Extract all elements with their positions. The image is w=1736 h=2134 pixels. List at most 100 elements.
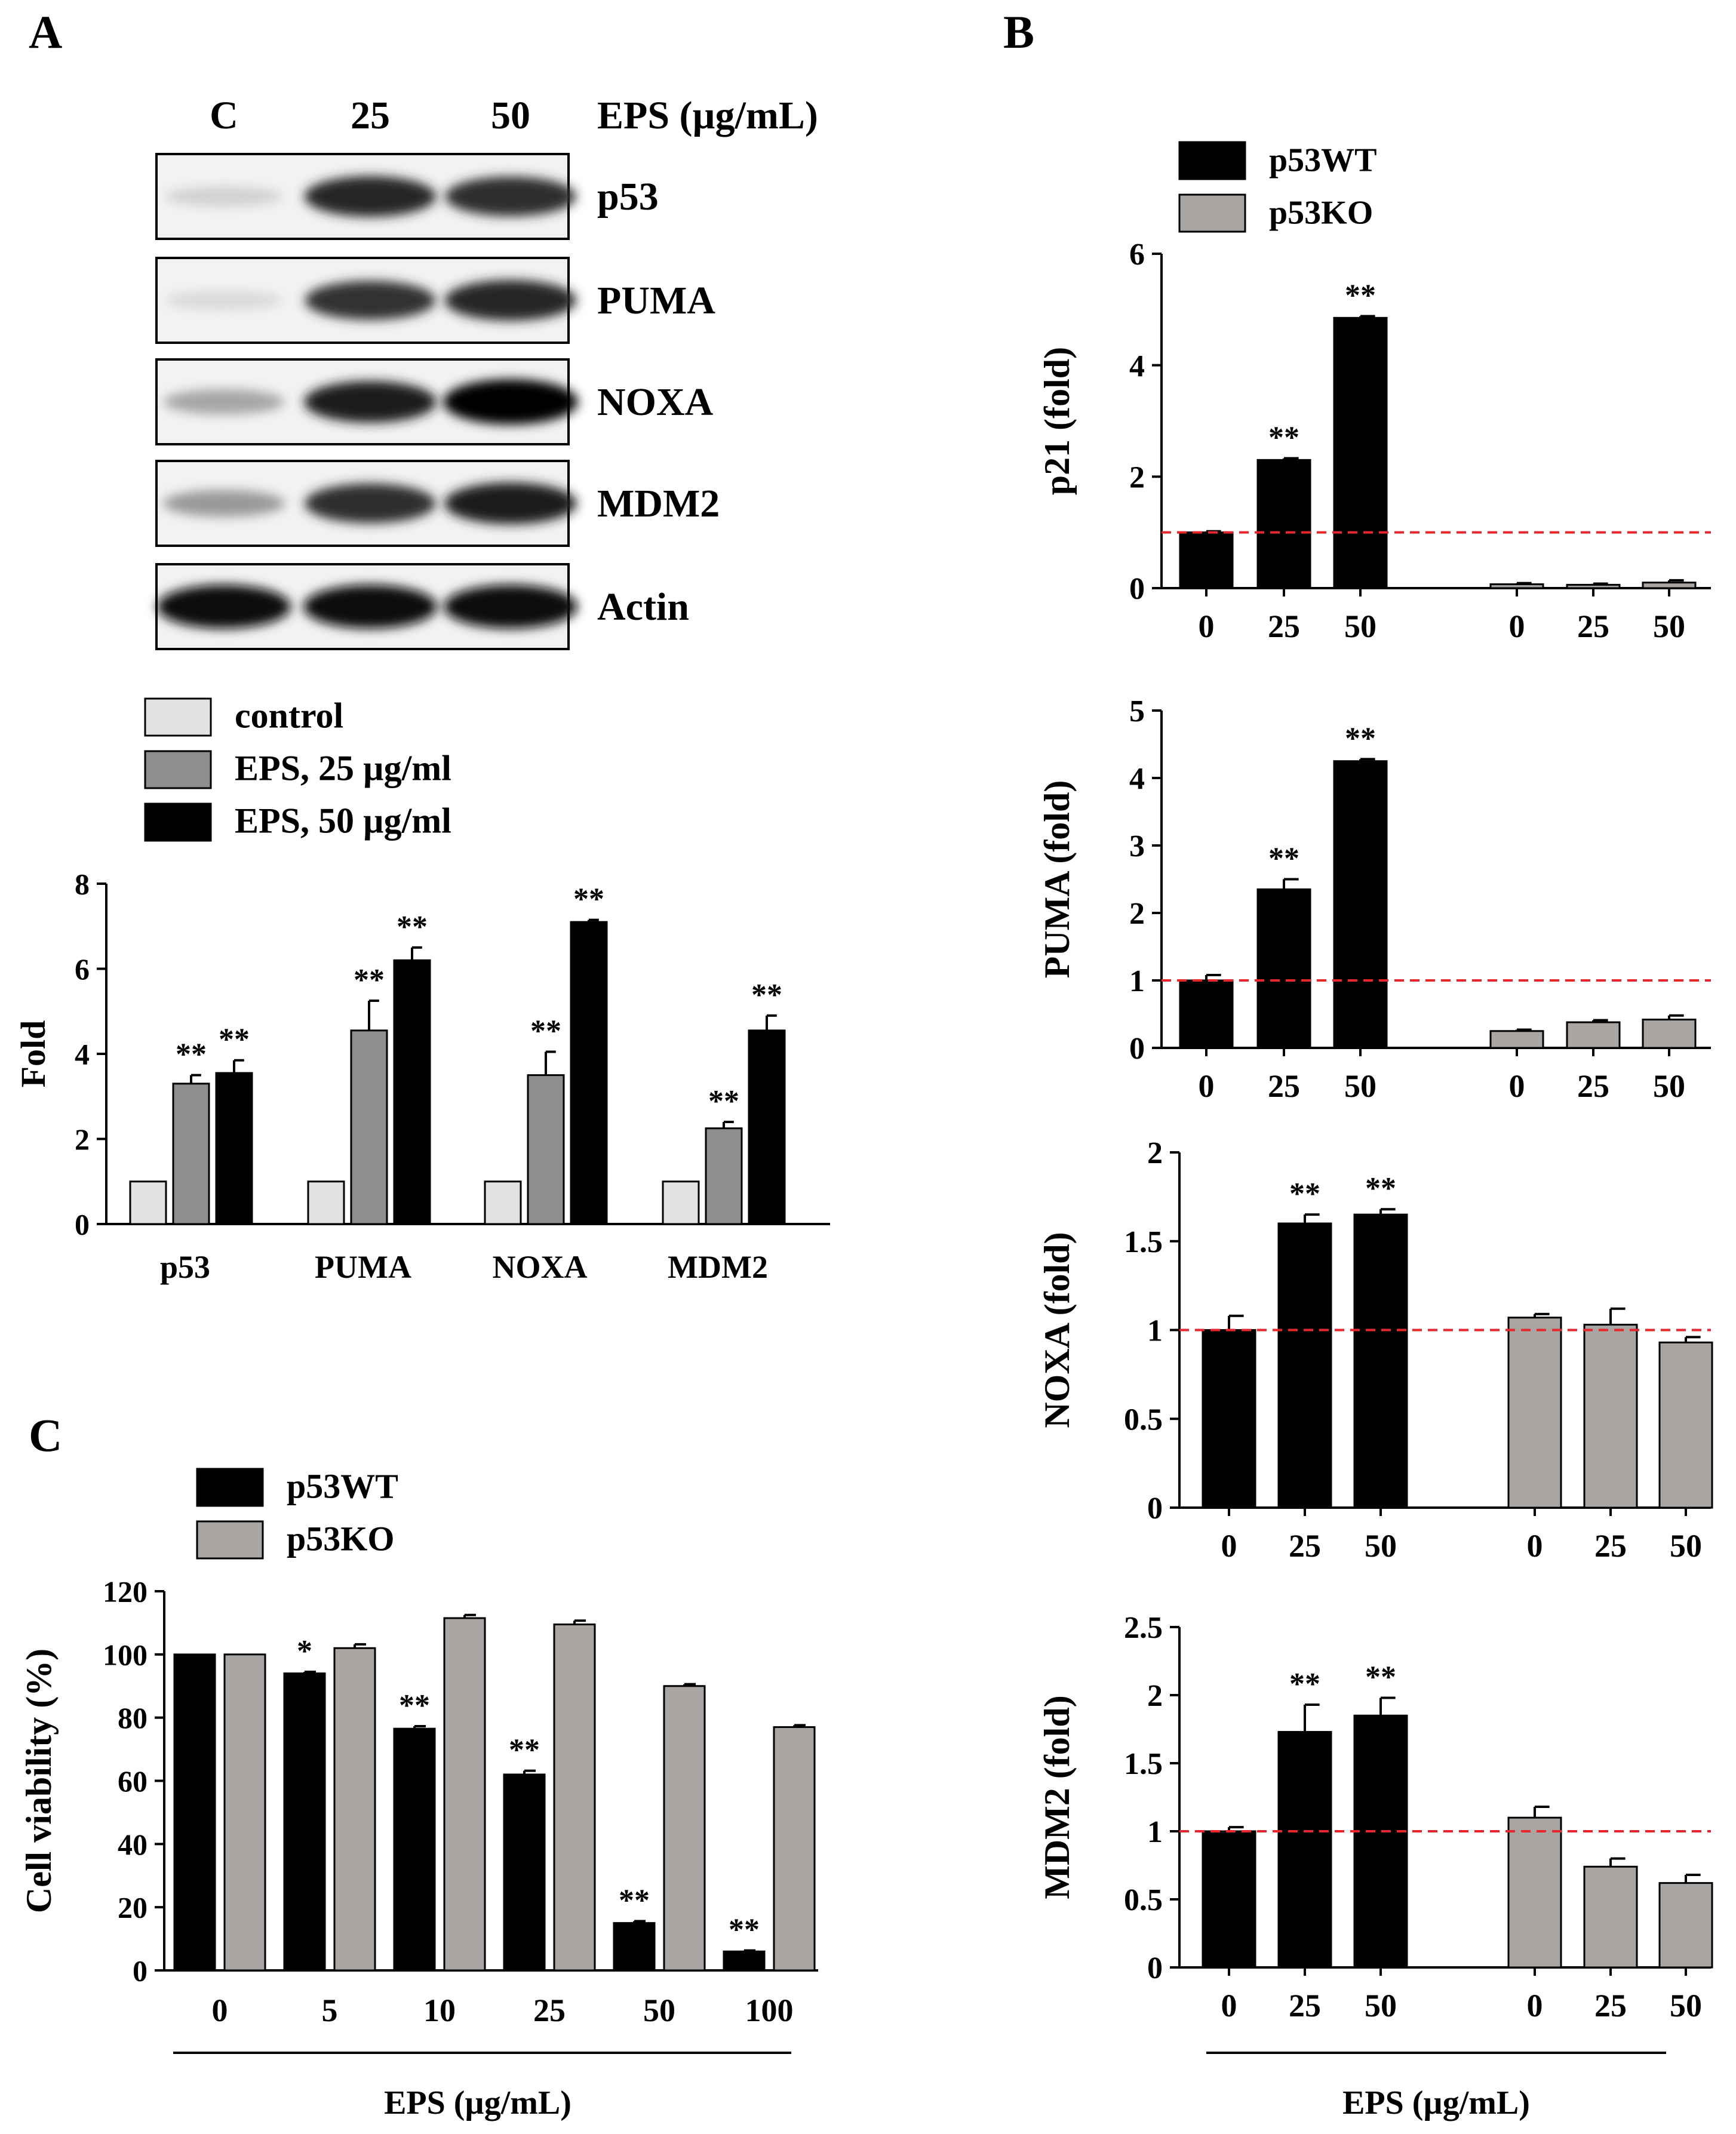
- legend-swatch: [196, 1520, 264, 1560]
- y-tick-label: 6: [75, 952, 90, 986]
- legend-label: p53KO: [287, 1519, 395, 1558]
- significance-mark: **: [708, 1084, 739, 1118]
- y-tick-label: 4: [1129, 762, 1145, 796]
- bar: [172, 1083, 210, 1225]
- x-category-label: PUMA: [315, 1249, 411, 1285]
- significance-mark: **: [619, 1883, 650, 1917]
- significance-mark: **: [397, 910, 428, 944]
- legend-swatch: [144, 802, 212, 842]
- y-tick-label: 80: [118, 1701, 148, 1735]
- blot-lane-label: 50: [491, 94, 530, 137]
- bar: [1277, 1731, 1332, 1969]
- bar: [307, 1180, 345, 1225]
- bar: [1256, 888, 1311, 1049]
- x-tick-label: 50: [1670, 1988, 1702, 2024]
- blot-band: [165, 186, 283, 207]
- panel-a-letter: A: [29, 6, 62, 58]
- significance-mark: **: [176, 1038, 207, 1072]
- y-tick-label: 2: [1147, 1679, 1163, 1713]
- x-tick-label: 50: [1670, 1528, 1702, 1564]
- y-axis-label: Fold: [14, 1020, 53, 1088]
- legend-swatch: [144, 750, 212, 789]
- y-tick-label: 60: [118, 1764, 148, 1798]
- bar: [1277, 1222, 1332, 1509]
- y-tick-label: 2: [1129, 897, 1145, 931]
- blot-band: [445, 176, 576, 217]
- bar: [1658, 1882, 1713, 1969]
- chart-b-mdm2: 0 0.5 1 1.5 2 2.5 MDM2 (fold) 0 ** 25 ** 50 0 25 50: [1037, 1611, 1713, 2054]
- blot-condition-label: EPS (µg/mL): [597, 94, 818, 137]
- bar: [1489, 583, 1544, 589]
- x-tick-label: 100: [745, 1992, 794, 2028]
- blot-protein-label: p53: [597, 175, 659, 219]
- significance-mark: **: [1268, 842, 1299, 876]
- blot-band: [162, 490, 285, 517]
- bar: [1179, 531, 1234, 589]
- bar: [1202, 1830, 1256, 1969]
- x-tick-label: 25: [1268, 608, 1300, 644]
- x-tick-label: 50: [1365, 1988, 1397, 2024]
- chart-b-noxa: 0 0.5 1 1.5 2 NOXA (fold) 0 ** 25 ** 50 0 25 50: [1037, 1136, 1713, 1564]
- bar: [1489, 1030, 1544, 1049]
- y-tick-label: 3: [1129, 829, 1145, 863]
- bar: [1507, 1317, 1562, 1509]
- x-tick-label: 0: [1221, 1528, 1237, 1564]
- significance-mark: **: [1345, 279, 1376, 313]
- y-tick-label: 2: [1147, 1136, 1163, 1170]
- bar: [1583, 1865, 1638, 1969]
- significance-mark: **: [1289, 1667, 1320, 1701]
- x-tick-label: 50: [643, 1992, 675, 2028]
- x-tick-label: 25: [1577, 1068, 1609, 1104]
- x-tick-label: 25: [1289, 1528, 1321, 1564]
- x-tick-label: 50: [1344, 1068, 1376, 1104]
- blot-band: [304, 381, 437, 423]
- bar: [1507, 1816, 1562, 1969]
- blot-lane-label: 25: [351, 94, 390, 137]
- significance-mark: **: [1289, 1177, 1320, 1211]
- blot-protein-label: Actin: [597, 585, 689, 629]
- legend-swatch: [1178, 193, 1246, 233]
- y-tick-label: 0.5: [1124, 1883, 1163, 1917]
- y-tick-label: 2: [75, 1123, 90, 1156]
- bar: [662, 1180, 700, 1225]
- x-category-label: MDM2: [668, 1249, 768, 1285]
- bar: [503, 1773, 546, 1972]
- bar: [1566, 1021, 1621, 1049]
- bar: [1333, 760, 1388, 1049]
- bar: [129, 1180, 167, 1225]
- x-tick-label: 0: [1199, 608, 1215, 644]
- legend-label: p53WT: [1269, 142, 1377, 179]
- y-tick-label: 1: [1147, 1815, 1163, 1849]
- x-tick-label: 25: [533, 1992, 566, 2028]
- bar: [1642, 582, 1697, 589]
- x-category-label: p53: [160, 1249, 210, 1285]
- x-tick-label: 0: [1527, 1988, 1543, 2024]
- x-tick-label: 25: [1289, 1988, 1321, 2024]
- bar: [350, 1029, 388, 1225]
- legend-label: p53KO: [1269, 194, 1373, 231]
- blot-band: [443, 585, 578, 629]
- bar: [1202, 1329, 1256, 1509]
- x-tick-label: 0: [1199, 1068, 1215, 1104]
- x-tick-label: 0: [1221, 1988, 1237, 2024]
- x-tick-label: 0: [1527, 1528, 1543, 1564]
- y-tick-label: 1: [1129, 964, 1145, 998]
- legend-swatch: [144, 697, 212, 737]
- significance-mark: **: [1365, 1661, 1396, 1695]
- blot-band: [304, 176, 437, 217]
- y-tick-label: 0: [1147, 1951, 1163, 1985]
- bar: [443, 1617, 486, 1972]
- x-category-label: NOXA: [493, 1249, 588, 1285]
- y-tick-label: 0.5: [1124, 1403, 1163, 1437]
- y-tick-label: 0: [1129, 572, 1145, 606]
- bar: [663, 1685, 706, 1972]
- x-tick-label: 5: [322, 1992, 338, 2028]
- bar: [1353, 1213, 1408, 1509]
- x-tick-label: 25: [1268, 1068, 1300, 1104]
- bar: [748, 1029, 786, 1225]
- y-tick-label: 1.5: [1124, 1747, 1163, 1781]
- bar: [215, 1072, 253, 1225]
- y-tick-label: 0: [1129, 1032, 1145, 1066]
- x-tick-label: 25: [1594, 1528, 1627, 1564]
- western-blot: C 25 50 EPS (µg/mL) p53 PUMA NOXA MDM2 Actin: [155, 94, 818, 650]
